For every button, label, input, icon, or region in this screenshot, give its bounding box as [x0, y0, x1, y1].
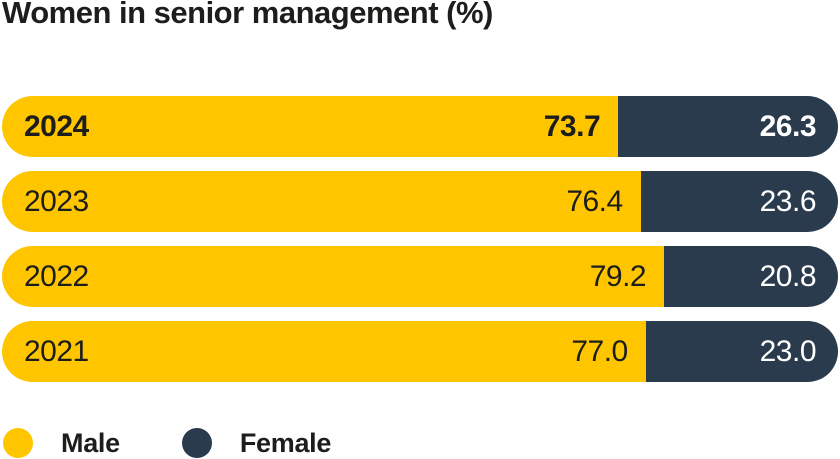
male-value-label: 73.7 — [543, 109, 601, 143]
female-value-label: 20.8 — [759, 259, 817, 293]
male-bar-segment: 2024 73.7 — [2, 96, 619, 157]
stacked-bar-chart: 2024 73.7 26.3 2023 76.4 23.6 2022 79.2 … — [2, 96, 838, 396]
legend-item-male: Male — [3, 428, 120, 459]
bar-row: 2023 76.4 23.6 — [2, 171, 838, 232]
male-bar-segment: 2021 77.0 — [2, 321, 646, 382]
bar-row: 2024 73.7 26.3 — [2, 96, 838, 157]
female-value-label: 23.6 — [759, 184, 817, 218]
male-value-label: 79.2 — [589, 259, 647, 293]
female-bar-segment: 26.3 — [618, 96, 838, 157]
bar-row: 2021 77.0 23.0 — [2, 321, 838, 382]
male-bar-segment: 2023 76.4 — [2, 171, 641, 232]
legend-label: Female — [239, 427, 332, 458]
male-value-label: 77.0 — [571, 334, 628, 368]
chart-legend: Male Female — [3, 428, 331, 458]
bar-row: 2022 79.2 20.8 — [2, 246, 838, 307]
male-legend-dot-icon — [3, 428, 33, 458]
legend-label: Male — [61, 427, 120, 458]
female-value-label: 23.0 — [759, 334, 817, 368]
female-bar-segment: 23.6 — [640, 171, 838, 232]
year-label: 2022 — [24, 259, 89, 293]
female-bar-segment: 20.8 — [664, 246, 838, 307]
chart-title: Women in senior management (%) — [2, 0, 493, 30]
year-label: 2021 — [24, 334, 89, 368]
legend-item-female: Female — [181, 427, 332, 459]
female-value-label: 26.3 — [759, 109, 817, 143]
year-label: 2024 — [24, 109, 89, 143]
male-value-label: 76.4 — [566, 184, 623, 218]
female-bar-segment: 23.0 — [645, 321, 838, 382]
year-label: 2023 — [24, 184, 89, 218]
female-legend-dot-icon — [181, 428, 212, 458]
male-bar-segment: 2022 79.2 — [2, 246, 665, 307]
